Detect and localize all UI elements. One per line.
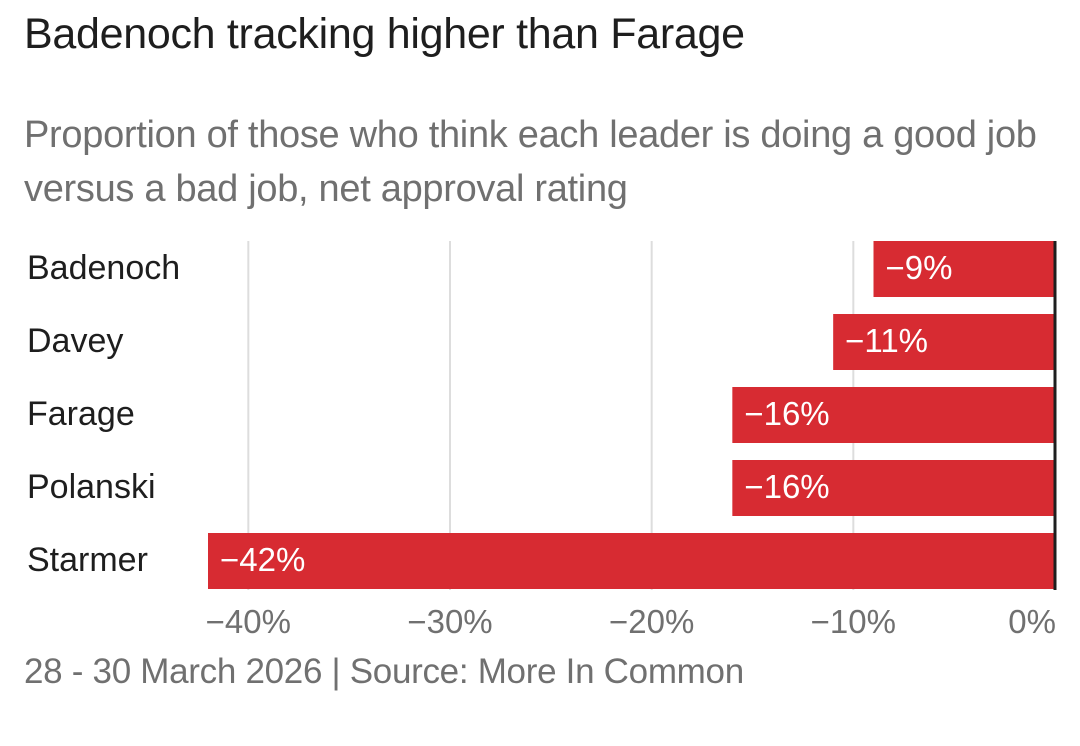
category-label: Badenoch (27, 249, 180, 287)
bar (732, 387, 1055, 443)
x-tick-label: −10% (811, 603, 896, 640)
bar (208, 533, 1055, 589)
category-label: Polanski (27, 468, 156, 506)
x-tick-label: −40% (206, 603, 291, 640)
x-tick-label: −30% (407, 603, 492, 640)
bar-value-label: −16% (744, 468, 829, 505)
bar (873, 241, 1055, 297)
bar (833, 314, 1055, 370)
bar (732, 460, 1055, 516)
bar-value-label: −11% (845, 322, 928, 359)
bar-value-label: −9% (886, 249, 953, 286)
x-tick-label: 0% (1008, 603, 1056, 640)
bar-value-label: −16% (744, 395, 829, 432)
chart-title: Badenoch tracking higher than Farage (24, 10, 745, 58)
category-label: Farage (27, 395, 135, 433)
source-note: 28 - 30 March 2026 | Source: More In Com… (24, 652, 744, 691)
category-label: Davey (27, 322, 123, 360)
bar-value-label: −42% (220, 541, 305, 578)
chart-subtitle: Proportion of those who think each leade… (24, 114, 1037, 210)
category-label: Starmer (27, 541, 148, 579)
x-tick-label: −20% (609, 603, 694, 640)
